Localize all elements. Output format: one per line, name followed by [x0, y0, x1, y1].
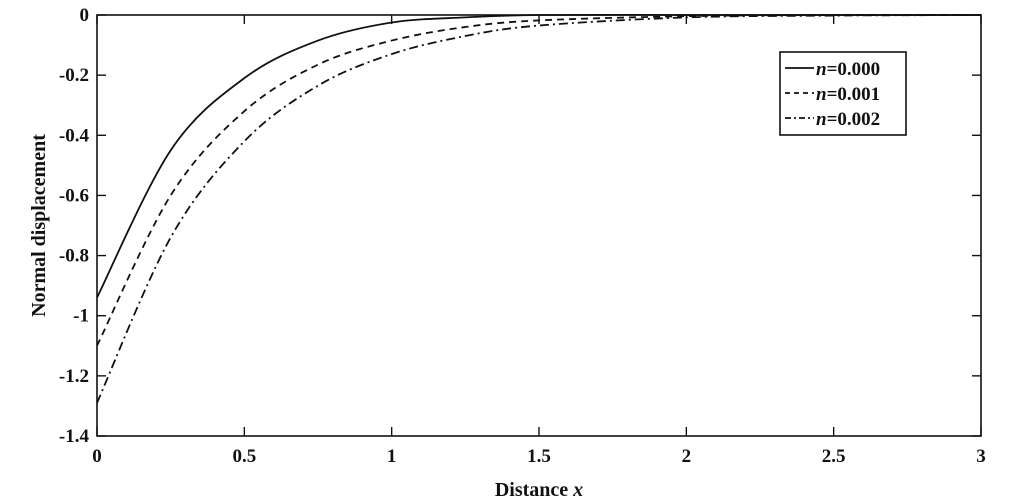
legend-label-1: n=0.000	[816, 59, 880, 80]
y-tick-label: -0.6	[59, 185, 89, 206]
x-tick-label: 1	[387, 446, 397, 467]
y-tick-label: -1	[73, 306, 89, 327]
y-tick-label: -0.4	[59, 125, 90, 146]
tick-labels: 0 0.5 1 1.5 2 2.5 3 0 -0.2 -0.4 -0.6 -0.8 -1 -1.2 -1.4	[59, 5, 986, 467]
x-tick-label: 2	[682, 446, 692, 467]
y-tick-label: -0.8	[59, 246, 89, 267]
x-tick-label: 2.5	[822, 446, 846, 467]
x-tick-label: 1.5	[527, 446, 551, 467]
y-tick-label: -1.2	[59, 366, 89, 387]
y-tick-label: 0	[80, 5, 90, 26]
legend-label-2: n=0.001	[816, 84, 880, 105]
y-tick-label: -1.4	[59, 426, 90, 447]
series-line-2	[96, 14, 982, 347]
x-tick-label: 0	[92, 446, 102, 467]
legend-box	[779, 51, 907, 136]
axis-ticks	[96, 14, 982, 437]
legend-label-3: n=0.002	[816, 109, 880, 130]
x-tick-label: 0.5	[232, 446, 256, 467]
y-tick-label: -0.2	[59, 65, 89, 86]
y-axis-title: Normal displacement	[28, 134, 50, 317]
x-axis-title: Distance x	[495, 479, 583, 501]
series-line-3	[96, 14, 982, 404]
x-tick-label: 3	[976, 446, 986, 467]
legend: n=0.000 n=0.001 n=0.002	[779, 51, 907, 136]
